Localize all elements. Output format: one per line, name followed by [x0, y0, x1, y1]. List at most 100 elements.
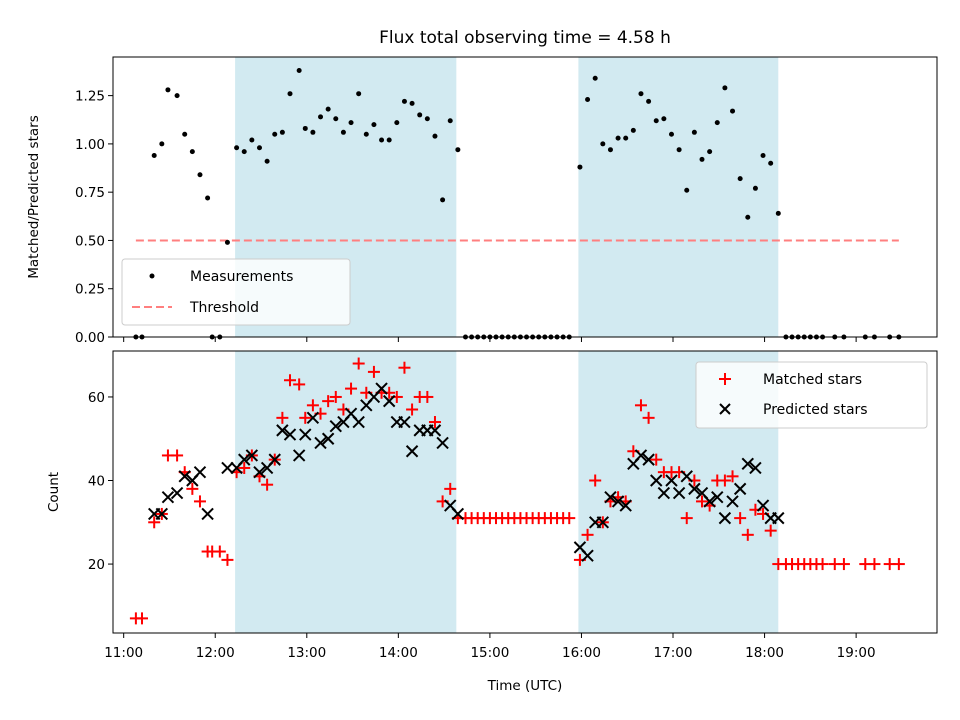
matched-star-point [816, 558, 829, 571]
measurement-point [333, 116, 339, 122]
matched-star-point [352, 357, 365, 370]
predicted-star-point [436, 436, 449, 450]
predicted-star-point [703, 495, 716, 508]
matched-star-point [398, 361, 411, 374]
measurement-point [455, 147, 461, 153]
top-axes-frame [112, 56, 938, 338]
measurement-point [379, 137, 385, 143]
x-axis-label: Time (UTC) [487, 678, 563, 694]
predicted-star-point [711, 491, 724, 504]
matched-star-point [696, 495, 709, 508]
measurement-point [386, 137, 392, 143]
bottom-y-ticks: 20 40 60 [88, 390, 113, 573]
measurement-point [623, 135, 629, 141]
measurement-point [234, 145, 240, 151]
matched-star-point [868, 558, 881, 571]
measurement-point [684, 187, 690, 193]
matched-star-point [367, 365, 380, 378]
predicted-star-point [672, 486, 686, 500]
matched-star-point [171, 449, 184, 462]
matched-star-point [299, 411, 312, 424]
top-y-ticks: 0.00 0.25 0.50 0.75 1.00 1.25 [75, 89, 113, 346]
predicted-star-point [741, 457, 754, 471]
matched-star-point [741, 528, 754, 541]
matched-star-point [186, 482, 199, 495]
bottom-legend: Matched stars Predicted stars [695, 361, 928, 429]
predicted-star-point [733, 482, 747, 496]
matched-star-point [276, 411, 289, 424]
bottom-panel: 20 40 60 11:00 12:00 13:00 14:00 15:00 16:00 17:… [46, 350, 938, 694]
matched-star-point [406, 403, 419, 416]
predicted-star-point [398, 415, 411, 429]
matched-star-point [293, 378, 306, 391]
measurement-point [363, 131, 369, 137]
measurement-point [165, 87, 171, 93]
measurement-point [432, 133, 438, 139]
predicted-star-point [650, 474, 663, 487]
shaded-span-1 [578, 57, 779, 337]
predicted-star-point [306, 411, 320, 425]
top-y-tick-label: 0.25 [75, 282, 105, 298]
measurement-point [661, 116, 667, 122]
measurement-point [699, 156, 705, 162]
measurement-point [676, 147, 682, 153]
predicted-star-point [688, 482, 701, 496]
predicted-star-point [329, 419, 342, 433]
matched-star-point [213, 545, 226, 558]
predicted-star-point [581, 549, 594, 562]
top-panel: 0.00 0.25 0.50 0.75 1.00 1.25 Matched/Predict… [26, 56, 938, 346]
x-tick-label: 16:00 [562, 645, 601, 661]
predicted-star-point [221, 461, 234, 475]
measurement-point [151, 152, 157, 158]
x-tick-label: 12:00 [196, 645, 235, 661]
predicted-star-point [596, 516, 610, 529]
matched-star-point [718, 474, 731, 487]
measurement-point [159, 141, 165, 147]
predicted-star-point [201, 507, 214, 521]
predicted-star-point [155, 507, 169, 521]
measurement-point [447, 118, 453, 124]
predicted-star-point [178, 470, 191, 483]
bottom-y-tick-label: 20 [88, 557, 105, 573]
measurement-point [279, 129, 285, 135]
x-tick-label: 15:00 [470, 645, 509, 661]
measurement-point [264, 158, 270, 164]
matched-star-point [444, 482, 457, 495]
predicted-star-point [451, 507, 465, 521]
top-y-tick-label: 1.00 [75, 137, 105, 153]
measurement-point [205, 195, 211, 201]
matched-star-point [329, 390, 342, 403]
bottom-y-tick-label: 40 [88, 474, 105, 490]
legend-measurements-label: Measurements [190, 269, 293, 285]
measurement-point [371, 122, 377, 128]
predicted-star-point [170, 486, 184, 500]
measurement-point [249, 137, 255, 143]
bottom-y-axis-label: Count [46, 472, 62, 512]
measurement-point [394, 120, 400, 126]
measurement-point [440, 197, 446, 203]
predicted-star-point [718, 511, 732, 525]
predicted-star-point [619, 499, 632, 512]
measurement-point [356, 91, 362, 97]
x-tick-label: 13:00 [287, 645, 326, 661]
predicted-star-point [245, 449, 259, 462]
predicted-star-point [772, 511, 785, 525]
predicted-star-point [352, 415, 365, 429]
matched-star-point [634, 399, 647, 412]
legend-predicted-label: Predicted stars [763, 402, 868, 418]
measurement-point [730, 108, 736, 114]
measurement-point [197, 172, 203, 178]
matched-star-point [428, 416, 441, 429]
predicted-star-point [726, 495, 739, 508]
predicted-star-point [253, 465, 266, 479]
legend-matched-label: Matched stars [763, 372, 862, 388]
x-tick-label: 18:00 [745, 645, 784, 661]
measurement-point [745, 214, 751, 220]
predicted-star-point [193, 465, 207, 479]
measurement-point [630, 127, 636, 133]
measurement-point [752, 185, 758, 191]
predicted-star-point [756, 499, 770, 512]
matched-star-point [306, 399, 319, 412]
predicted-star-point [299, 428, 312, 441]
